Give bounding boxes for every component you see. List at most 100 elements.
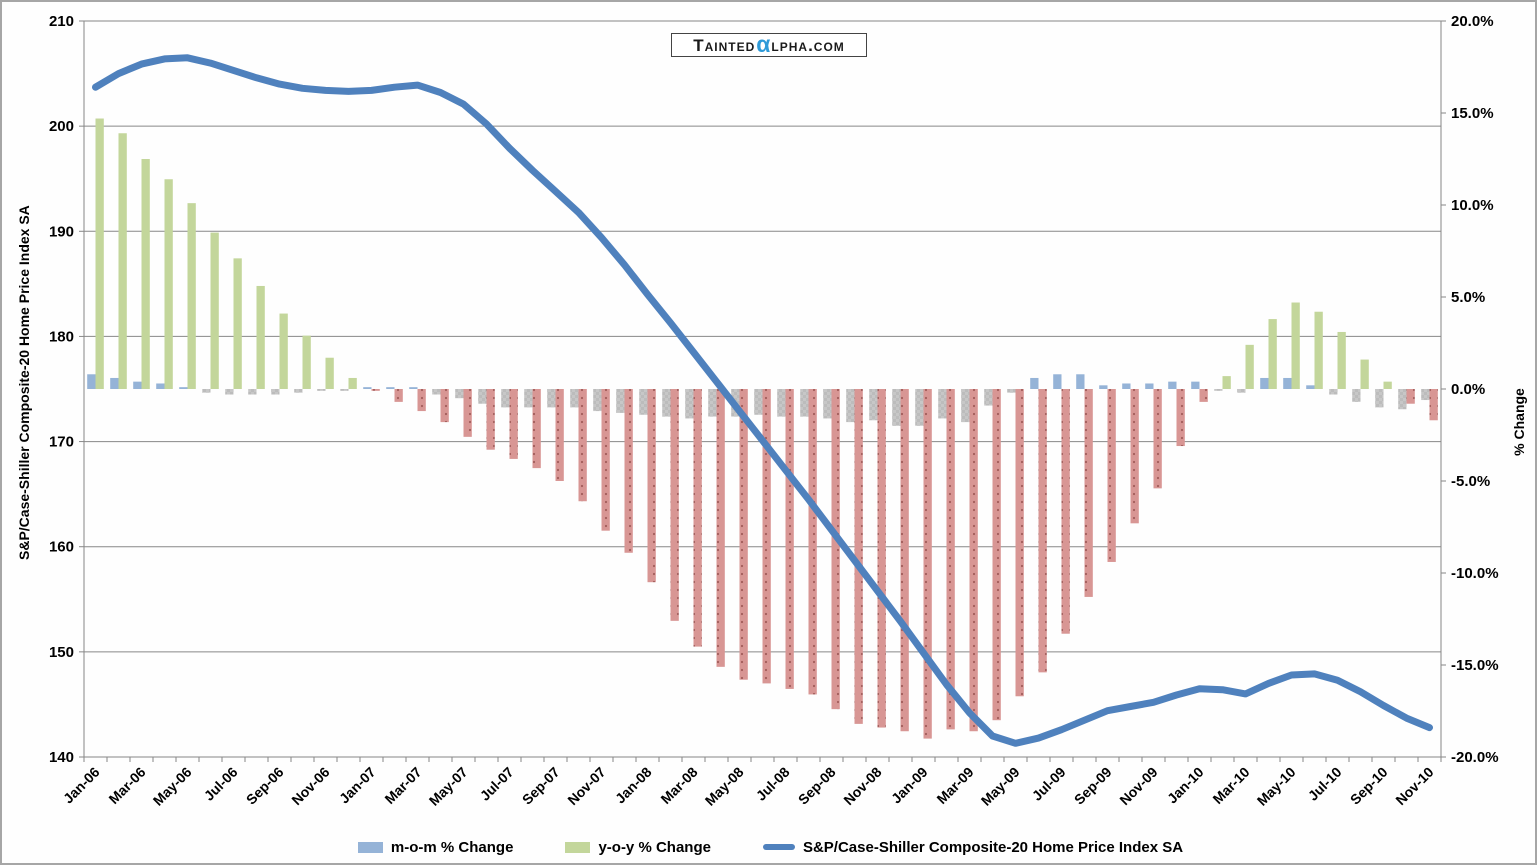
left-axis-tick-label: 170 bbox=[49, 434, 74, 451]
x-axis-tick-label: Jan-09 bbox=[888, 764, 931, 807]
x-axis-tick-label: Jul-08 bbox=[753, 764, 793, 804]
x-axis-tick-label: Mar-06 bbox=[105, 764, 148, 807]
left-axis-tick-label: 150 bbox=[49, 644, 74, 661]
mom-bar bbox=[869, 389, 878, 421]
yoy-bar bbox=[923, 389, 932, 739]
mom-bar bbox=[570, 389, 579, 408]
right-axis-title: % Change bbox=[1511, 388, 1527, 456]
mom-bar bbox=[179, 387, 188, 389]
legend-item-index: S&P/Case-Shiller Composite-20 Home Price… bbox=[762, 839, 1183, 856]
mom-bar bbox=[248, 389, 257, 395]
yoy-bar bbox=[762, 389, 771, 684]
x-axis-tick-label: Jan-08 bbox=[612, 764, 655, 807]
x-axis-tick-label: Jan-07 bbox=[336, 764, 379, 807]
legend-item-yoy: y-o-y % Change bbox=[565, 839, 711, 856]
legend-swatch-mom bbox=[357, 841, 383, 853]
yoy-bar bbox=[1360, 359, 1369, 389]
mom-bar bbox=[478, 389, 487, 404]
yoy-bar bbox=[440, 389, 449, 423]
x-axis-tick-label: Mar-10 bbox=[1209, 764, 1252, 807]
mom-bar bbox=[1191, 381, 1200, 389]
yoy-bar bbox=[555, 389, 564, 481]
x-axis-tick-label: Nov-10 bbox=[1392, 764, 1436, 808]
mom-bar bbox=[823, 389, 832, 419]
mom-bar bbox=[984, 389, 993, 406]
yoy-bar bbox=[1291, 302, 1300, 389]
mom-bar bbox=[1076, 374, 1085, 389]
mom-bar bbox=[1237, 389, 1246, 393]
yoy-bar bbox=[141, 159, 150, 389]
yoy-bar bbox=[578, 389, 587, 502]
x-axis-tick-label: Jan-06 bbox=[60, 764, 103, 807]
x-axis-tick-label: May-09 bbox=[978, 764, 1023, 809]
right-axis-tick-label: -15.0% bbox=[1451, 657, 1499, 674]
yoy-bar bbox=[486, 389, 495, 450]
mom-bar bbox=[593, 389, 602, 412]
mom-bar bbox=[524, 389, 533, 408]
logo-alpha-glyph: α bbox=[756, 30, 772, 57]
legend-label-mom: m-o-m % Change bbox=[390, 838, 514, 856]
legend-swatch-index-line bbox=[762, 844, 795, 850]
index-line bbox=[92, 54, 1433, 747]
mom-bar bbox=[708, 389, 717, 417]
right-axis-tick-label: 15.0% bbox=[1451, 105, 1494, 122]
yoy-bar bbox=[279, 313, 288, 389]
chart-legend: m-o-m % Change y-o-y % Change S&P/Case-S… bbox=[2, 836, 1535, 858]
x-axis-tick-label: Sep-10 bbox=[1347, 764, 1391, 808]
mom-bar bbox=[110, 377, 119, 389]
yoy-bar bbox=[1383, 381, 1392, 389]
y-axis-right: 20.0% 15.0% 10.0% 5.0% 0.0% -5.0% -10.0% -15.0%… bbox=[1441, 13, 1499, 766]
mom-bar bbox=[1352, 389, 1361, 402]
yoy-bar bbox=[1084, 389, 1093, 597]
yoy-bar bbox=[509, 389, 518, 459]
x-axis-tick-label: May-10 bbox=[1254, 764, 1299, 809]
legend-label-yoy: y-o-y % Change bbox=[598, 838, 711, 856]
legend-item-mom: m-o-m % Change bbox=[357, 838, 514, 856]
yoy-bar bbox=[1176, 389, 1185, 447]
yoy-bar bbox=[1337, 331, 1346, 389]
left-axis-tick-label: 200 bbox=[49, 118, 74, 135]
x-axis-tick-label: Jan-10 bbox=[1164, 764, 1207, 807]
x-axis-tick-label: Mar-09 bbox=[933, 764, 976, 807]
index-line-path bbox=[92, 54, 1433, 747]
yoy-bar bbox=[417, 389, 426, 412]
yoy-bar bbox=[601, 389, 610, 531]
mom-bar bbox=[1375, 389, 1384, 408]
x-axis-tick-label: Jul-09 bbox=[1029, 764, 1069, 804]
yoy-bar bbox=[854, 389, 863, 724]
mom-bar bbox=[225, 389, 234, 395]
yoy-bar bbox=[1107, 389, 1116, 562]
mom-bar bbox=[800, 389, 809, 417]
yoy-bar bbox=[256, 285, 265, 389]
right-axis-tick-label: -20.0% bbox=[1451, 749, 1499, 766]
yoy-bar bbox=[1406, 389, 1415, 404]
tainted-alpha-logo: Tainted α lpha.com bbox=[671, 30, 867, 57]
mom-bar bbox=[156, 383, 165, 389]
yoy-bar bbox=[1222, 376, 1231, 389]
x-axis-tick-label: Nov-09 bbox=[1116, 764, 1160, 808]
x-axis-tick-label: Sep-06 bbox=[243, 764, 287, 808]
x-axis-tick-label: Nov-06 bbox=[288, 764, 332, 808]
yoy-bar bbox=[1130, 389, 1139, 524]
right-axis-tick-label: 5.0% bbox=[1451, 289, 1485, 306]
yoy-bar bbox=[647, 389, 656, 583]
mom-bar bbox=[961, 389, 970, 423]
mom-bar bbox=[386, 387, 395, 389]
yoy-bar bbox=[210, 232, 219, 389]
yoy-bar bbox=[187, 203, 196, 389]
yoy-bar bbox=[693, 389, 702, 647]
yoy-bar bbox=[624, 389, 633, 553]
mom-bar bbox=[501, 389, 510, 408]
mom-bar bbox=[1329, 389, 1338, 395]
x-axis-tick-label: May-06 bbox=[150, 764, 195, 809]
yoy-bar bbox=[463, 389, 472, 437]
right-axis-tick-label: 0.0% bbox=[1451, 381, 1485, 398]
mom-bar bbox=[271, 389, 280, 395]
yoy-bar bbox=[992, 389, 1001, 721]
x-axis-tick-label: Mar-08 bbox=[657, 764, 700, 807]
x-axis: Jan-06 Mar-06 May-06 Jul-06 Sep-06 Nov-06 Jan-… bbox=[60, 757, 1442, 809]
yoy-bar bbox=[739, 389, 748, 680]
mom-bar bbox=[363, 387, 372, 389]
x-axis-tick-label: Jul-06 bbox=[201, 764, 241, 804]
